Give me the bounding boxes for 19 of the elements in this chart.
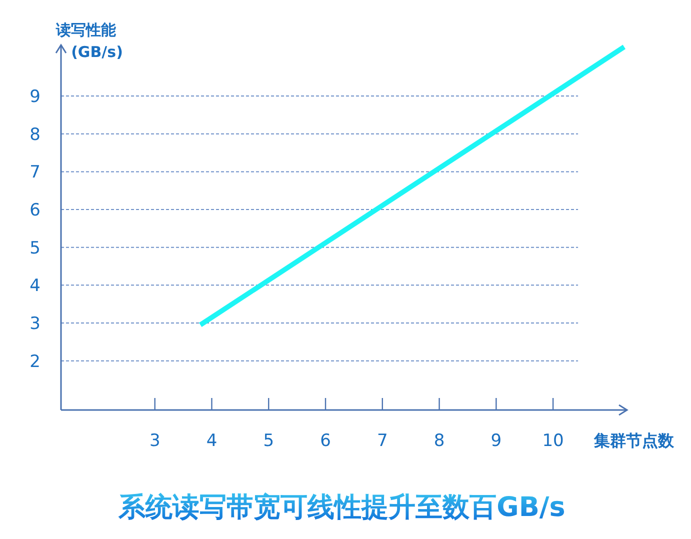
x-tick-label: 6 (320, 431, 331, 451)
y-tick-label: 2 (30, 352, 40, 372)
x-axis-title: 集群节点数 (593, 431, 675, 450)
x-tick-label: 5 (263, 431, 274, 451)
y-tick-label: 3 (30, 314, 40, 334)
y-tick-label: 8 (30, 124, 40, 145)
y-tick-label: 4 (30, 276, 40, 296)
y-tick-label: 9 (30, 87, 40, 108)
y-tick-label: 5 (30, 238, 40, 258)
x-tick-label: 9 (490, 431, 502, 451)
y-axis-title: 读写性能 (GB/s) (55, 21, 123, 61)
x-tick-label: 4 (206, 431, 218, 451)
text: 系统读写带宽可线性提升至数百GB/s (118, 492, 566, 523)
x-tick-label: 8 (434, 431, 445, 451)
x-tick-label: 10 (542, 431, 564, 451)
y-tick-label: 6 (30, 200, 40, 221)
x-tick-label: 7 (376, 431, 388, 451)
x-tick-label: 3 (149, 431, 160, 451)
y-tick-label: 7 (30, 162, 40, 183)
